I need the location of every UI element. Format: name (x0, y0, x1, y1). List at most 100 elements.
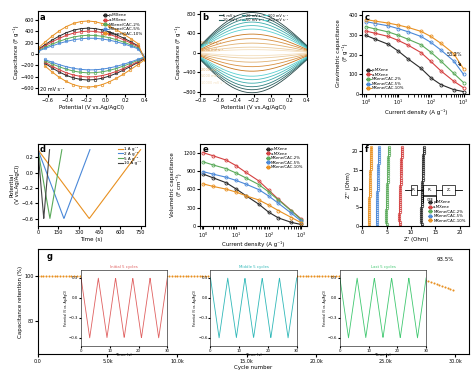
MXene/CAC-10% (135, 41, 141, 46)
Text: 93.5%: 93.5% (437, 257, 454, 262)
MXene/CAC-5% (374, 193, 380, 198)
MXene/CAC-2% (56, 39, 62, 44)
p-MXene (233, 187, 239, 191)
p-MXene (120, 68, 126, 72)
MXene/CAC-2% (383, 219, 389, 224)
MXene/CAC-2% (71, 35, 76, 39)
MXene/CAC-2% (383, 210, 389, 214)
MXene/CAC-2% (78, 70, 83, 75)
MXene/CAC-2% (92, 33, 98, 38)
p-MXene (419, 193, 425, 198)
MXene/CAC-5% (375, 179, 381, 184)
a-MXene (397, 192, 403, 196)
MXene/CAC-2% (385, 175, 391, 180)
MXene/CAC-10% (368, 151, 374, 156)
p-MXene (419, 218, 424, 222)
a-MXene (120, 66, 126, 71)
p-MXene (420, 161, 426, 166)
MXene/CAC-2% (85, 33, 91, 38)
MXene/CAC-10% (299, 221, 304, 225)
MXene/CAC-5% (56, 41, 62, 46)
MXene/CAC-10% (368, 147, 374, 152)
MXene/CAC-10% (368, 155, 374, 159)
MXene/CAC-2% (71, 69, 76, 73)
MXene/CAC-10% (366, 218, 372, 222)
a-MXene (128, 41, 134, 45)
1 A g⁻¹ (47, 164, 53, 169)
a-MXene (397, 213, 402, 218)
p-MXene (42, 43, 48, 47)
Legend: 1 A g⁻¹, 2 A g⁻¹, 5 A g⁻¹, 10 A g⁻¹: 1 A g⁻¹, 2 A g⁻¹, 5 A g⁻¹, 10 A g⁻¹ (117, 146, 143, 167)
MXene/CAC-10% (367, 193, 373, 198)
MXene/CAC-10% (366, 201, 372, 206)
p-MXene (386, 42, 392, 47)
MXene/CAC-10% (42, 40, 48, 44)
MXene/CAC-10% (71, 21, 76, 26)
a-MXene (398, 187, 403, 192)
MXene/CAC-2% (383, 211, 389, 216)
MXene/CAC-5% (64, 64, 69, 69)
p-MXene (71, 28, 76, 32)
MXene/CAC-2% (114, 37, 119, 42)
p-MXene (419, 198, 425, 202)
p-MXene (49, 66, 55, 70)
MXene/CAC-10% (366, 222, 372, 226)
5 A g⁻¹ (38, 164, 44, 169)
MXene/CAC-2% (386, 147, 392, 152)
MXene/CAC-2% (383, 213, 389, 218)
MXene/CAC-2% (385, 165, 391, 170)
MXene/CAC-2% (385, 163, 391, 168)
p-MXene (266, 210, 272, 215)
MXene/CAC-2% (113, 66, 119, 71)
MXene/CAC-2% (384, 195, 390, 200)
Line: a-MXene: a-MXene (398, 146, 403, 227)
MXene/CAC-2% (42, 45, 48, 50)
p-MXene (419, 187, 425, 192)
Line: p-MXene: p-MXene (202, 173, 303, 226)
a-MXene (49, 64, 55, 68)
MXene/CAC-10% (373, 19, 378, 23)
MXene/CAC-10% (106, 80, 112, 84)
MXene/CAC-5% (374, 207, 380, 212)
MXene/CAC-5% (64, 39, 69, 44)
2 A g⁻¹ (73, 185, 78, 190)
p-MXene (419, 219, 424, 224)
MXene/CAC-5% (374, 211, 380, 216)
Text: g: g (46, 252, 53, 261)
MXene/CAC-2% (385, 169, 391, 174)
MXene/CAC-5% (363, 19, 368, 24)
MXene/CAC-10% (368, 169, 374, 174)
a-MXene (78, 29, 83, 34)
MXene/CAC-2% (384, 204, 390, 208)
MXene/CAC-5% (210, 172, 216, 176)
MXene/CAC-10% (438, 41, 444, 46)
MXene/CAC-5% (113, 64, 119, 69)
a-MXene (399, 149, 405, 153)
a-MXene (223, 158, 229, 162)
Text: 10000 mV s⁻¹: 10000 mV s⁻¹ (201, 81, 226, 85)
MXene/CAC-5% (92, 67, 98, 72)
Text: d: d (40, 145, 46, 154)
p-MXene (419, 199, 425, 204)
Line: a-MXene: a-MXene (364, 29, 465, 89)
MXene/CAC-10% (405, 25, 411, 30)
MXene/CAC-10% (128, 37, 134, 41)
MXene/CAC-5% (373, 21, 378, 26)
MXene/CAC-2% (107, 35, 112, 40)
a-MXene (135, 60, 140, 64)
MXene/CAC-5% (376, 151, 382, 156)
MXene/CAC-10% (49, 34, 55, 38)
Line: a-MXene: a-MXene (202, 151, 303, 221)
a-MXene (461, 86, 466, 90)
a-MXene (397, 205, 402, 210)
a-MXene (397, 219, 402, 224)
MXene/CAC-5% (49, 44, 55, 48)
MXene/CAC-10% (71, 82, 76, 87)
MXene/CAC-5% (375, 171, 381, 176)
p-MXene (223, 181, 229, 185)
MXene/CAC-2% (386, 145, 392, 150)
MXene/CAC-5% (374, 222, 380, 226)
MXene/CAC-5% (78, 67, 83, 72)
a-MXene (289, 208, 294, 213)
p-MXene (363, 33, 368, 38)
